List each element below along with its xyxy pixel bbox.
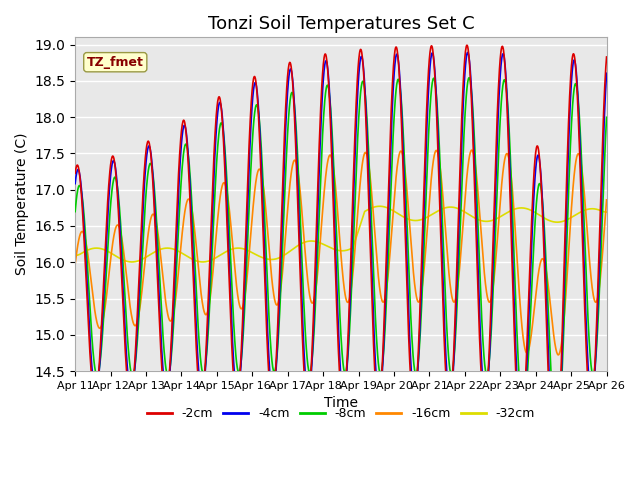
Y-axis label: Soil Temperature (C): Soil Temperature (C): [15, 133, 29, 276]
Text: TZ_fmet: TZ_fmet: [87, 56, 144, 69]
X-axis label: Time: Time: [324, 396, 358, 410]
Title: Tonzi Soil Temperatures Set C: Tonzi Soil Temperatures Set C: [207, 15, 474, 33]
Legend: -2cm, -4cm, -8cm, -16cm, -32cm: -2cm, -4cm, -8cm, -16cm, -32cm: [141, 402, 540, 425]
